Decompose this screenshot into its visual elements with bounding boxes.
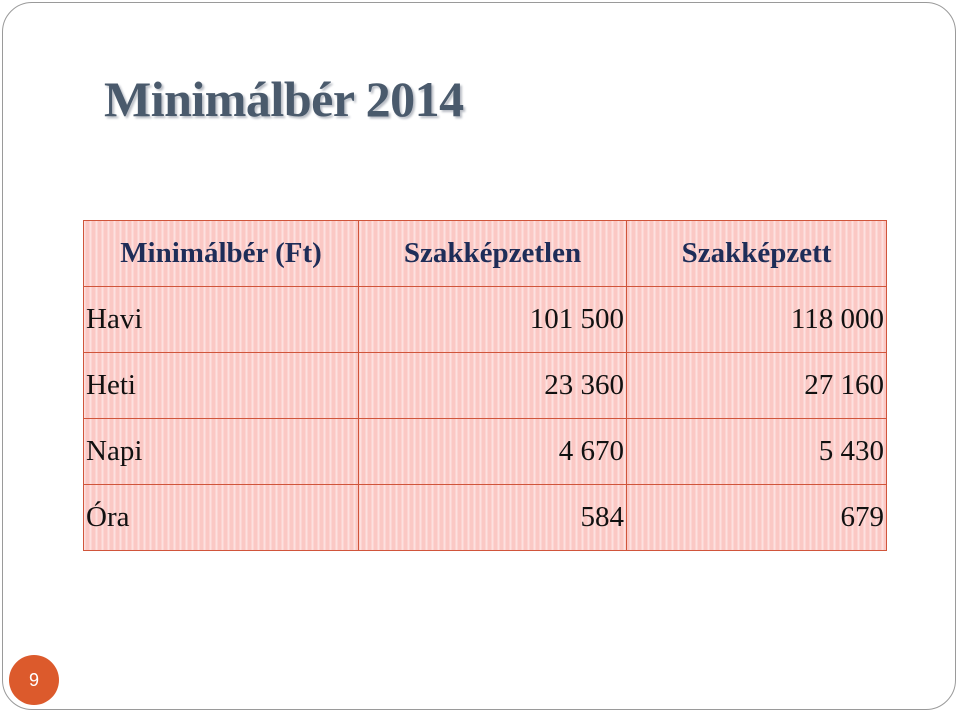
value-cell: 23 360 [358, 352, 627, 419]
row-label: Napi [83, 418, 359, 485]
slide-title: Minimálbér 2014 [104, 71, 464, 127]
table-head: Minimálbér (Ft) Szakképzetlen Szakképzet… [83, 220, 887, 287]
table-row: Napi 4 670 5 430 [83, 418, 887, 485]
page-number: 9 [9, 655, 59, 705]
header-row: Minimálbér (Ft) Szakképzetlen Szakképzet… [83, 220, 887, 287]
table-row: Heti 23 360 27 160 [83, 352, 887, 419]
header-cell: Szakképzett [626, 220, 887, 287]
value-cell: 27 160 [626, 352, 887, 419]
table-body: Havi 101 500 118 000 Heti 23 360 27 160 Napi 4 … [83, 286, 887, 551]
value-cell: 584 [358, 484, 627, 551]
value-cell: 4 670 [358, 418, 627, 485]
row-label: Óra [83, 484, 359, 551]
wage-table: Minimálbér (Ft) Szakképzetlen Szakképzet… [83, 220, 887, 551]
row-label: Havi [83, 286, 359, 353]
header-cell: Szakképzetlen [358, 220, 627, 287]
table-row: Havi 101 500 118 000 [83, 286, 887, 353]
value-cell: 5 430 [626, 418, 887, 485]
value-cell: 118 000 [626, 286, 887, 353]
header-cell: Minimálbér (Ft) [83, 220, 359, 287]
row-label: Heti [83, 352, 359, 419]
table-row: Óra 584 679 [83, 484, 887, 551]
value-cell: 679 [626, 484, 887, 551]
value-cell: 101 500 [358, 286, 627, 353]
